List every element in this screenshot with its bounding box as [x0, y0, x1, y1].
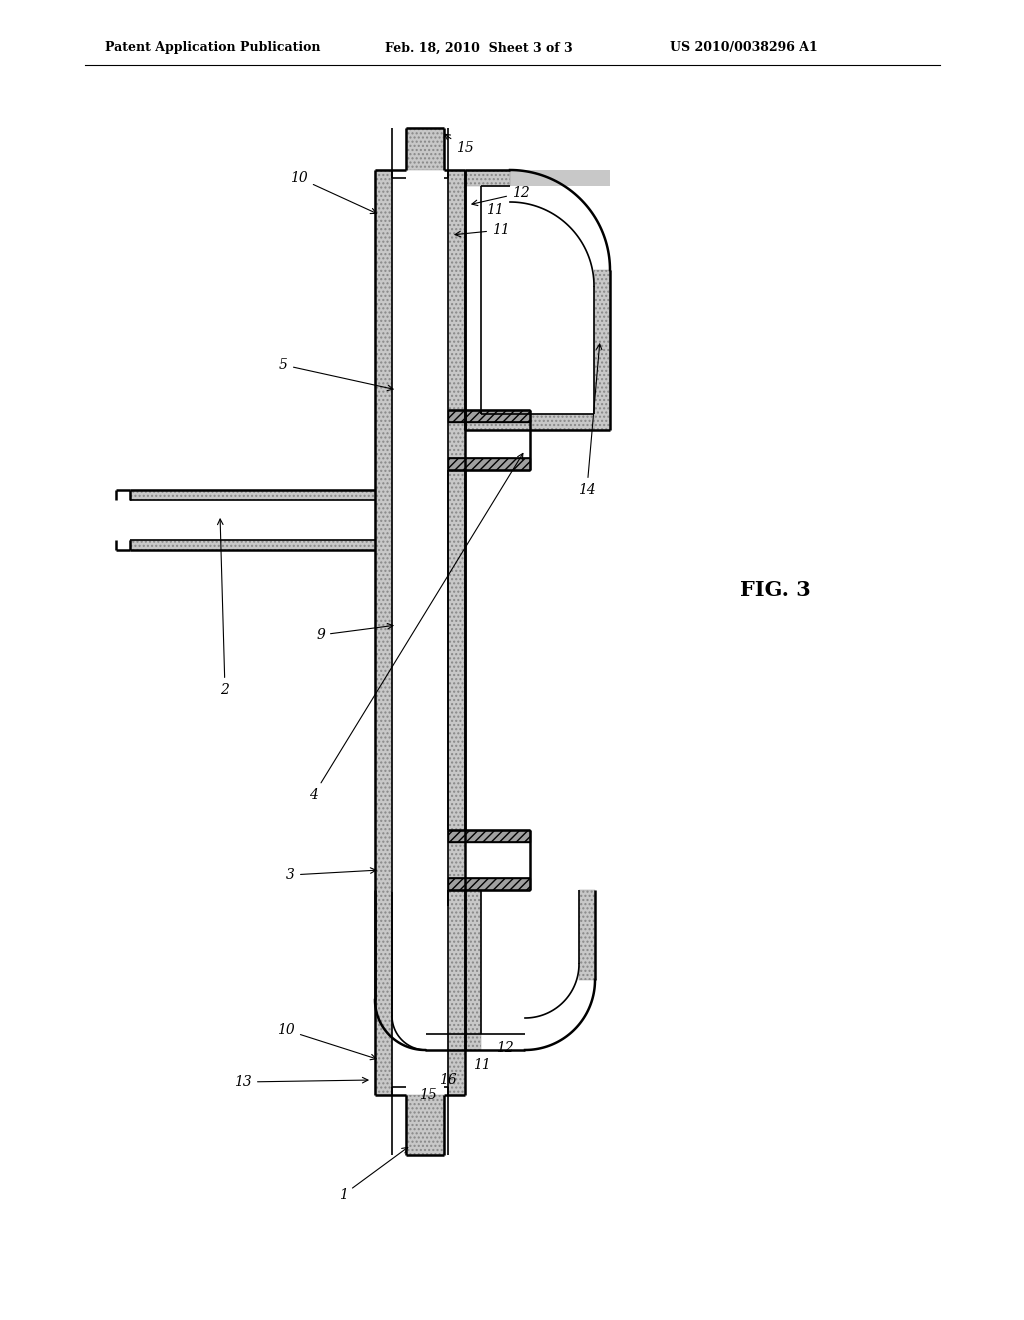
- Bar: [406, 1096, 444, 1155]
- Text: 16: 16: [439, 1073, 457, 1086]
- Bar: [465, 890, 481, 1049]
- Text: 12: 12: [472, 186, 529, 206]
- Bar: [465, 890, 481, 1049]
- Text: 9: 9: [316, 623, 393, 642]
- Text: 13: 13: [234, 1074, 368, 1089]
- Text: Feb. 18, 2010  Sheet 3 of 3: Feb. 18, 2010 Sheet 3 of 3: [385, 41, 572, 54]
- Bar: [579, 890, 595, 979]
- Bar: [449, 170, 465, 1096]
- Bar: [465, 170, 510, 186]
- Bar: [130, 490, 375, 500]
- Bar: [465, 414, 610, 430]
- Text: 15: 15: [419, 1088, 437, 1102]
- Text: 10: 10: [290, 172, 377, 214]
- Bar: [449, 878, 530, 890]
- Text: 11: 11: [486, 203, 504, 216]
- Text: 1: 1: [339, 1147, 408, 1203]
- Bar: [406, 128, 444, 170]
- Text: 3: 3: [286, 867, 376, 882]
- Bar: [449, 170, 465, 1096]
- Bar: [594, 271, 610, 430]
- Bar: [465, 170, 610, 186]
- Bar: [465, 414, 610, 430]
- Text: 15: 15: [444, 135, 474, 154]
- Text: 4: 4: [309, 454, 523, 803]
- Bar: [406, 1096, 444, 1155]
- Text: 2: 2: [217, 519, 229, 697]
- Text: 14: 14: [578, 345, 602, 498]
- Text: 10: 10: [278, 1023, 376, 1060]
- Bar: [449, 411, 530, 422]
- Text: 12: 12: [496, 1041, 514, 1055]
- Text: 11: 11: [473, 1059, 490, 1072]
- Bar: [375, 170, 392, 1096]
- Bar: [130, 490, 375, 500]
- Bar: [406, 128, 444, 170]
- Bar: [130, 540, 375, 550]
- Text: Patent Application Publication: Patent Application Publication: [105, 41, 321, 54]
- Text: 5: 5: [280, 358, 393, 391]
- Text: 11: 11: [455, 223, 510, 238]
- Bar: [449, 458, 530, 470]
- Bar: [449, 830, 530, 842]
- Bar: [375, 170, 392, 1096]
- Text: US 2010/0038296 A1: US 2010/0038296 A1: [670, 41, 818, 54]
- Bar: [594, 271, 610, 430]
- Text: FIG. 3: FIG. 3: [740, 579, 811, 601]
- Bar: [130, 540, 375, 550]
- Bar: [579, 890, 595, 979]
